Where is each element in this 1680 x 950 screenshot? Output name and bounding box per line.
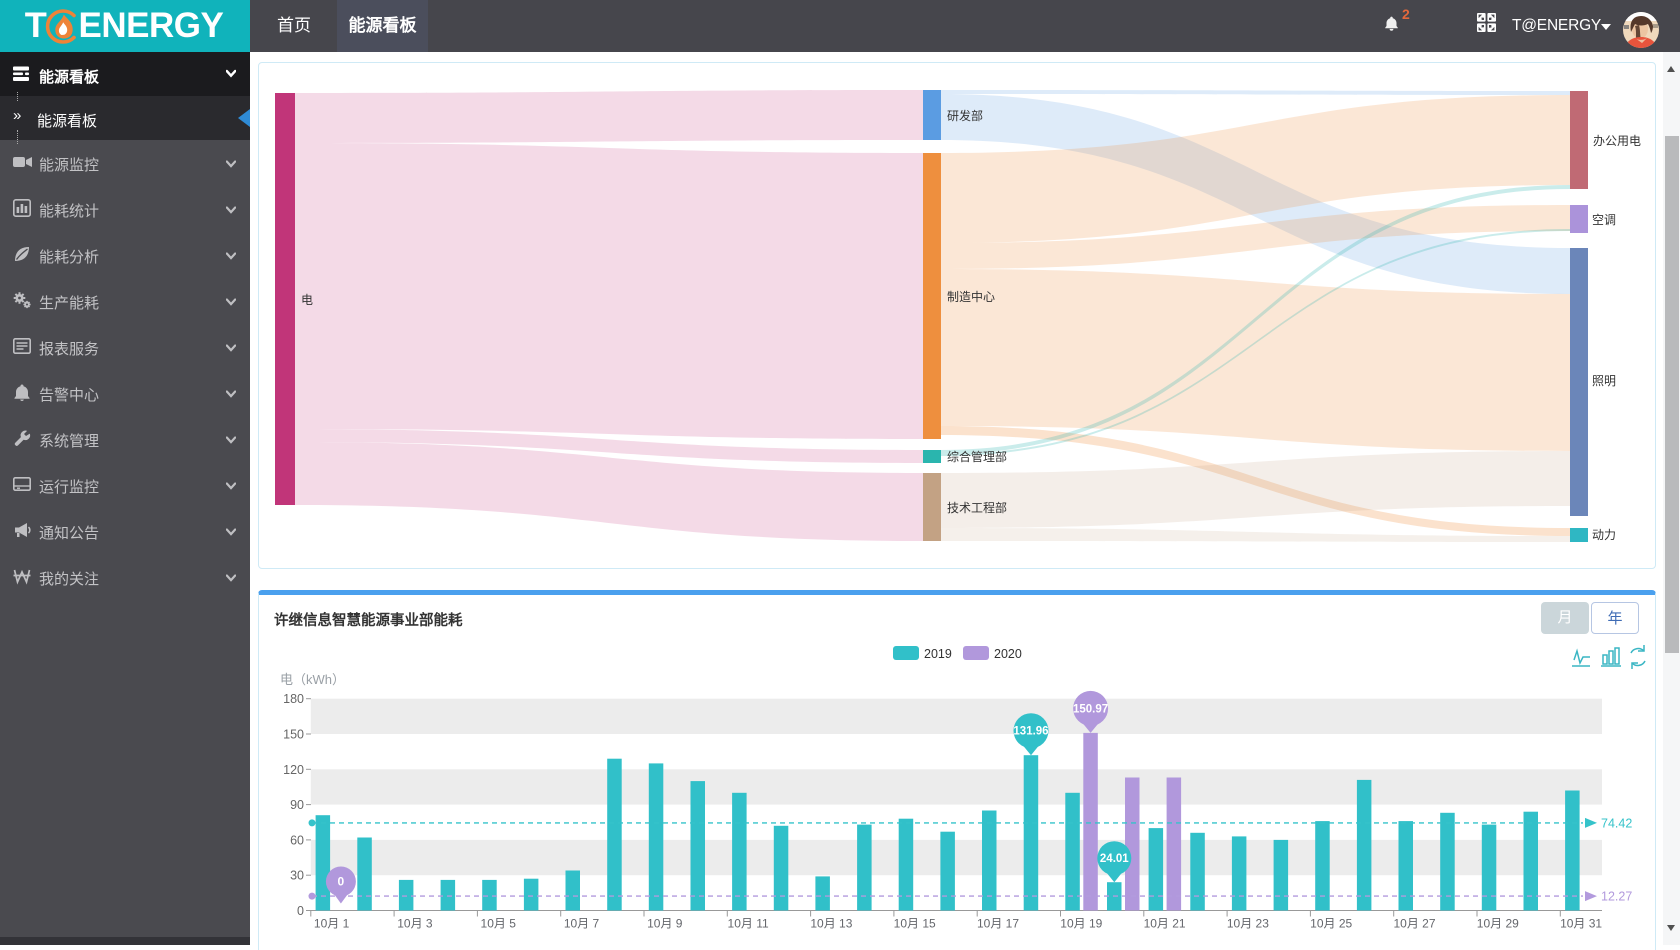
svg-text:10月 27: 10月 27 <box>1393 917 1435 931</box>
svg-text:74.42: 74.42 <box>1601 816 1632 830</box>
svg-text:研发部: 研发部 <box>947 108 983 123</box>
svg-text:10月 11: 10月 11 <box>728 917 769 931</box>
svg-text:150.97: 150.97 <box>1073 703 1108 715</box>
svg-text:90: 90 <box>290 798 304 812</box>
svg-text:60: 60 <box>290 833 304 847</box>
svg-text:30: 30 <box>290 869 304 883</box>
svg-text:办公用电: 办公用电 <box>1593 133 1641 148</box>
svg-text:2019: 2019 <box>924 647 952 661</box>
svg-text:10月 9: 10月 9 <box>647 917 683 931</box>
svg-text:10月 25: 10月 25 <box>1310 917 1352 931</box>
svg-text:10月 17: 10月 17 <box>977 917 1019 931</box>
svg-text:10月 1: 10月 1 <box>314 917 350 931</box>
svg-text:技术工程部: 技术工程部 <box>947 500 1007 515</box>
svg-text:0: 0 <box>338 875 345 889</box>
svg-text:120: 120 <box>283 763 304 777</box>
svg-text:10月 13: 10月 13 <box>810 917 852 931</box>
svg-text:照明: 照明 <box>1592 374 1616 388</box>
svg-text:T: T <box>25 6 47 46</box>
svg-text:24.01: 24.01 <box>1100 853 1129 865</box>
svg-text:ENERGY: ENERGY <box>79 6 224 45</box>
svg-text:综合管理部: 综合管理部 <box>947 449 1007 464</box>
svg-text:10月 7: 10月 7 <box>564 917 600 931</box>
svg-text:10月 5: 10月 5 <box>481 917 517 931</box>
svg-text:空调: 空调 <box>1592 213 1616 227</box>
svg-text:电（kWh）: 电（kWh） <box>280 672 345 687</box>
svg-text:10月 31: 10月 31 <box>1560 917 1602 931</box>
svg-text:150: 150 <box>283 728 304 742</box>
svg-text:10月 3: 10月 3 <box>397 917 433 931</box>
svg-text:制造中心: 制造中心 <box>947 289 995 304</box>
svg-text:10月 23: 10月 23 <box>1227 917 1269 931</box>
svg-text:10月 21: 10月 21 <box>1144 917 1186 931</box>
svg-text:10月 29: 10月 29 <box>1477 917 1519 931</box>
svg-text:131.96: 131.96 <box>1013 726 1048 738</box>
svg-text:180: 180 <box>283 692 304 706</box>
svg-text:2020: 2020 <box>994 647 1022 661</box>
svg-text:电: 电 <box>301 293 313 307</box>
svg-text:动力: 动力 <box>1592 528 1616 542</box>
svg-text:12.27: 12.27 <box>1601 890 1632 904</box>
svg-text:10月 19: 10月 19 <box>1060 917 1102 931</box>
svg-text:10月 15: 10月 15 <box>894 917 936 931</box>
svg-text:0: 0 <box>297 904 304 918</box>
